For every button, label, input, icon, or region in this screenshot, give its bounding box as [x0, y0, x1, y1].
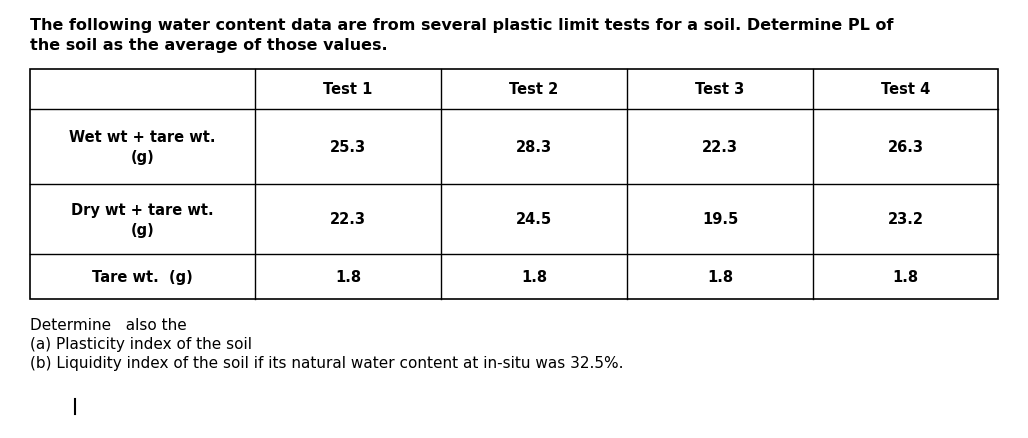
Text: 22.3: 22.3: [702, 140, 738, 155]
Text: Determine   also the: Determine also the: [30, 317, 187, 332]
Text: 19.5: 19.5: [702, 212, 738, 227]
Text: (b) Liquidity index of the soil if its natural water content at in-situ was 32.5: (b) Liquidity index of the soil if its n…: [30, 355, 624, 370]
Text: 28.3: 28.3: [516, 140, 552, 155]
Text: (a) Plasticity index of the soil: (a) Plasticity index of the soil: [30, 336, 252, 351]
Text: (g): (g): [131, 150, 154, 165]
Text: 1.8: 1.8: [335, 269, 361, 284]
Text: (g): (g): [131, 222, 154, 237]
Text: 22.3: 22.3: [330, 212, 366, 227]
Bar: [30, 70, 998, 299]
Text: Test 4: Test 4: [881, 82, 930, 97]
Text: 1.8: 1.8: [521, 269, 547, 284]
Text: 25.3: 25.3: [330, 140, 366, 155]
Text: Wet wt + tare wt.: Wet wt + tare wt.: [69, 130, 216, 145]
Text: Test 3: Test 3: [695, 82, 744, 97]
Text: 24.5: 24.5: [516, 212, 552, 227]
Text: the soil as the average of those values.: the soil as the average of those values.: [30, 38, 388, 53]
Text: 1.8: 1.8: [892, 269, 919, 284]
Text: Tare wt.  (g): Tare wt. (g): [93, 269, 193, 284]
Text: Dry wt + tare wt.: Dry wt + tare wt.: [71, 202, 214, 217]
Text: 1.8: 1.8: [707, 269, 733, 284]
Text: Test 1: Test 1: [324, 82, 373, 97]
Text: The following water content data are from several plastic limit tests for a soil: The following water content data are fro…: [30, 18, 893, 33]
Text: 23.2: 23.2: [887, 212, 923, 227]
Text: Test 2: Test 2: [510, 82, 558, 97]
Text: 26.3: 26.3: [887, 140, 923, 155]
